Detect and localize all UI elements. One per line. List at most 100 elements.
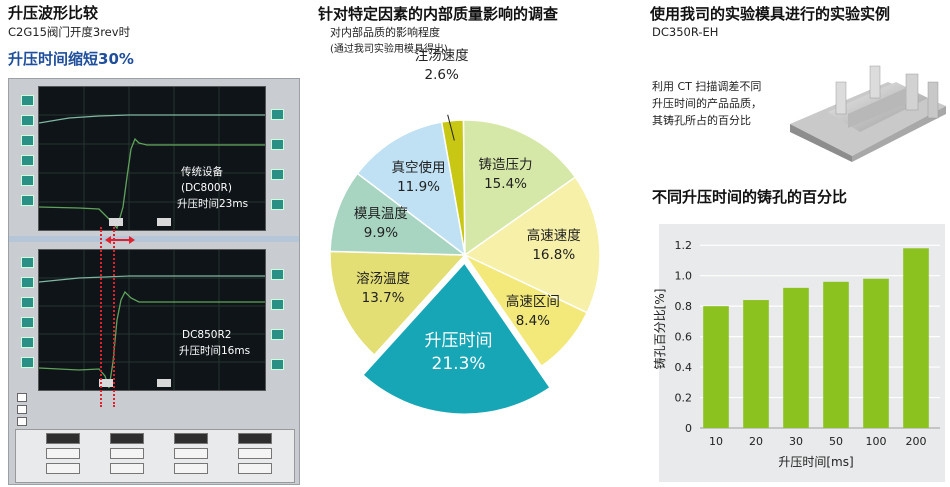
scope-checkbox[interactable]: [17, 417, 27, 426]
bar: [783, 287, 809, 428]
marker-line-right: [113, 227, 115, 407]
y-tick-label: 1.2: [675, 239, 693, 252]
bar-chart: 0 0.2 0.4 0.6 0.8 1.0 1.2 10 20 30 50 100 200 升压时间[ms…: [652, 239, 940, 469]
bar: [863, 278, 889, 428]
pie-leader-line: [447, 114, 455, 141]
scope-checkbox[interactable]: [17, 405, 27, 414]
y-tick-label: 0: [685, 422, 692, 435]
scope-scale-button[interactable]: [271, 329, 284, 340]
scope-divider: [9, 236, 299, 242]
readout-cell: [238, 433, 272, 444]
x-tick-label: 200: [906, 435, 927, 448]
pie-slice-value: 9.9%: [363, 225, 399, 242]
pie-slice-value: 11.9%: [397, 178, 440, 195]
right-description-line-2: 升压时间的产品品质，: [652, 97, 762, 110]
pie-label: 高速速度 16.8%: [527, 227, 581, 265]
pie-slice-value: 13.7%: [361, 290, 405, 306]
pie-slice-value: 15.4%: [484, 175, 527, 192]
y-tick-label: 0.8: [675, 300, 693, 313]
scope-channel-button[interactable]: [21, 115, 34, 126]
readout-cell: [46, 448, 80, 459]
scope-channel-button[interactable]: [21, 135, 34, 146]
x-tick-label: 30: [789, 435, 803, 448]
x-axis-label: 升压时间[ms]: [778, 455, 853, 469]
pie-slice-label: 注汤速度: [414, 47, 469, 64]
pie-chart-svg: [329, 114, 601, 415]
middle-subtitle-1: 对内部品质的影响程度: [330, 26, 440, 39]
pie-label: 溶汤温度 13.7%: [356, 270, 410, 308]
scope-channel-button[interactable]: [21, 317, 34, 328]
scope-channel-button[interactable]: [21, 277, 34, 288]
scope-scale-button[interactable]: [271, 269, 284, 280]
x-tick-label: 20: [749, 435, 763, 448]
pie-slice-label: 溶汤温度: [356, 271, 411, 287]
scope-scale-button[interactable]: [271, 359, 284, 370]
scope-bottom: DC850R2 升压时间16ms: [38, 249, 266, 391]
pie-slice-label: 铸造压力: [478, 156, 533, 173]
scope-scale-button[interactable]: [271, 139, 284, 150]
scope-top-label-2: (DC800R): [181, 182, 232, 194]
scope-channel-button[interactable]: [21, 95, 34, 106]
scope-checkbox[interactable]: [17, 393, 27, 402]
middle-title: 针对特定因素的内部质量影响的调查: [318, 5, 559, 23]
x-tick-label: 100: [866, 435, 887, 448]
scope-channel-button[interactable]: [21, 175, 34, 186]
x-tick-label: 50: [829, 435, 843, 448]
pie-slice-label: 高速速度: [526, 228, 581, 245]
scope-scale-button[interactable]: [271, 169, 284, 180]
right-description-line-1: 利用 CT 扫描调差不同: [652, 80, 762, 93]
y-tick-label: 0.6: [675, 331, 693, 344]
pie-label: 铸造压力 15.4%: [479, 156, 533, 194]
scope-top: 传统设备 (DC800R) 升压时间23ms: [38, 86, 266, 231]
scope-bottom-label-1: DC850R2: [182, 329, 232, 341]
pie-slice-label: 高速区间: [505, 293, 560, 310]
mold-image: [790, 65, 946, 162]
pie-label: 高速区间 8.4%: [506, 293, 560, 331]
y-tick-label: 0.2: [675, 392, 693, 405]
scope-scale-button[interactable]: [271, 109, 284, 120]
y-axis-label: 铸孔百分比[%]: [652, 289, 667, 370]
scope-scale-button[interactable]: [271, 199, 284, 210]
y-tick-label: 0.4: [675, 361, 693, 374]
pie-slice: [361, 261, 552, 415]
scope-readout-table: [15, 429, 295, 483]
readout-cell: [110, 463, 144, 474]
readout-cell: [174, 433, 208, 444]
pie-label: 模具温度 9.9%: [354, 205, 408, 243]
double-arrow-icon: [105, 236, 135, 244]
readout-cell: [110, 448, 144, 459]
scope-channel-button[interactable]: [21, 155, 34, 166]
pie-slice: [462, 253, 589, 368]
waveform-comparison-image: 传统设备 (DC800R) 升压时间23ms DC850R2 升压时间16ms: [8, 78, 300, 485]
pie-slice-value: 16.8%: [532, 247, 576, 264]
pie-label: 注汤速度 2.6%: [415, 47, 469, 85]
readout-cell: [46, 463, 80, 474]
scope-channel-button[interactable]: [21, 357, 34, 368]
pie-slice: [462, 119, 577, 257]
readout-cell: [174, 463, 208, 474]
scope-channel-button[interactable]: [21, 337, 34, 348]
scope-channel-button[interactable]: [21, 257, 34, 268]
pie-label: 升压时间 21.3%: [425, 330, 493, 376]
bar: [703, 306, 729, 428]
scope-scale-button[interactable]: [271, 299, 284, 310]
pie-slice-label: 真空使用: [391, 159, 446, 176]
pie-label: 真空使用 11.9%: [392, 159, 446, 197]
readout-cell: [238, 463, 272, 474]
readout-cell: [238, 448, 272, 459]
readout-cell: [46, 433, 80, 444]
bar: [823, 281, 849, 428]
scope-top-label-3: 升压时间23ms: [177, 198, 249, 210]
readout-cell: [174, 448, 208, 459]
scope-top-label-1: 传统设备: [181, 166, 223, 178]
readout-cell: [110, 433, 144, 444]
scope-channel-button[interactable]: [21, 297, 34, 308]
y-tick-label: 1.0: [675, 270, 693, 283]
x-tick-label: 10: [709, 435, 723, 448]
right-description: 利用 CT 扫描调差不同 升压时间的产品品质， 其铸孔所占的百分比: [652, 78, 762, 129]
right-description-line-3: 其铸孔所占的百分比: [652, 114, 751, 127]
pie-slice: [463, 176, 601, 314]
marker-line-left: [100, 227, 102, 407]
scope-channel-button[interactable]: [21, 195, 34, 206]
pie-slice-value: 2.6%: [424, 66, 459, 83]
